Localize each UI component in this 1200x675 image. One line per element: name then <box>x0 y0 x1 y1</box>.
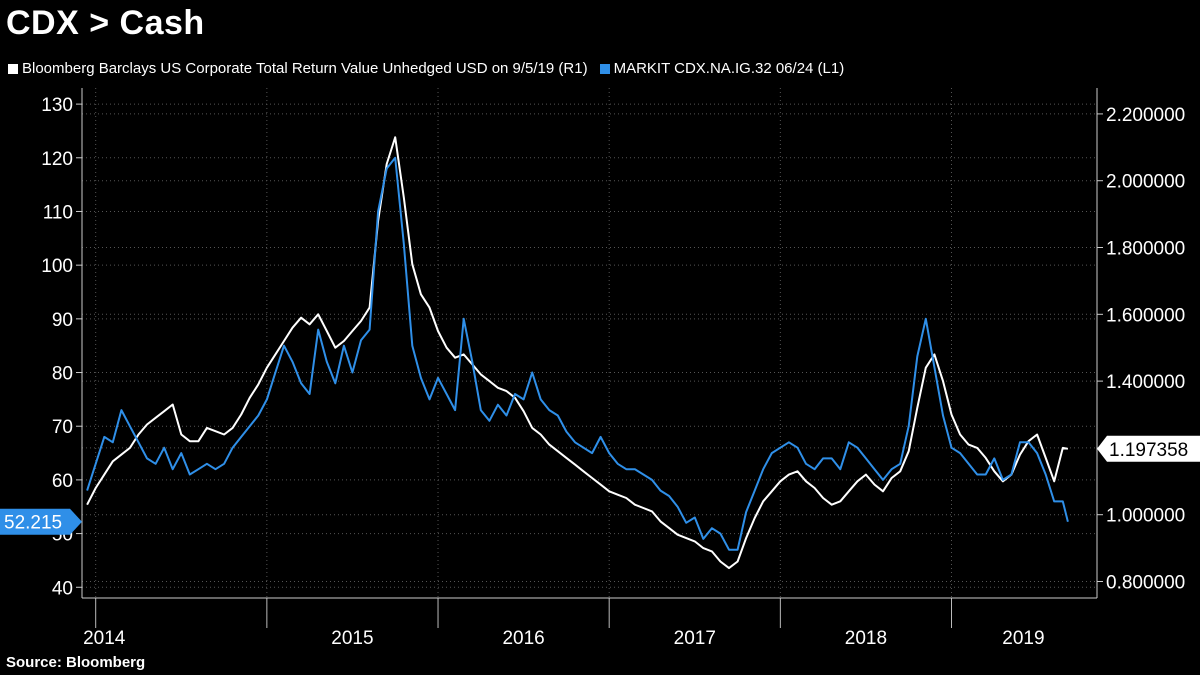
right-tick-label: 1.800000 <box>1106 239 1185 260</box>
right-tick-label: 2.000000 <box>1106 172 1185 193</box>
x-tick-label: 2014 <box>83 628 126 649</box>
left-tick-label: 120 <box>41 149 73 170</box>
left-tick-label: 110 <box>43 202 73 223</box>
right-tick-label: 1.000000 <box>1106 506 1185 527</box>
last-value-tag-bloomberg <box>1097 435 1200 462</box>
legend: Bloomberg Barclays US Corporate Total Re… <box>8 60 856 77</box>
left-tick-label: 70 <box>52 417 73 438</box>
legend-label-bloomberg: Bloomberg Barclays US Corporate Total Re… <box>22 60 588 77</box>
last-value-label-bloomberg: 1.197358 <box>1109 440 1188 461</box>
series-line-bloomberg <box>86 136 1069 570</box>
source-note: Source: Bloomberg <box>6 654 146 671</box>
left-tick-label: 80 <box>52 364 73 385</box>
legend-label-cdx: MARKIT CDX.NA.IG.32 06/24 (L1) <box>613 60 845 77</box>
x-tick-label: 2017 <box>674 628 716 649</box>
last-value-tag-cdx <box>0 508 82 535</box>
legend-swatch-blue <box>599 63 610 74</box>
right-tick-label: 1.400000 <box>1106 372 1185 393</box>
right-tick-label: 1.600000 <box>1106 305 1185 326</box>
legend-swatch-white <box>8 63 18 74</box>
series-line-cdx <box>86 156 1069 551</box>
right-tick-label: 2.200000 <box>1106 105 1185 126</box>
legend-item-bloomberg: Bloomberg Barclays US Corporate Total Re… <box>8 60 588 77</box>
left-tick-label: 60 <box>52 471 73 492</box>
left-tick-label: 100 <box>41 256 73 277</box>
last-value-label-cdx: 52.215 <box>4 513 62 534</box>
x-tick-label: 2019 <box>1002 628 1044 649</box>
x-tick-label: 2015 <box>331 628 373 649</box>
left-tick-label: 90 <box>52 310 73 331</box>
chart-title: CDX > Cash <box>6 4 205 42</box>
x-tick-label: 2018 <box>845 628 887 649</box>
x-tick-label: 2016 <box>502 628 544 649</box>
legend-item-cdx: MARKIT CDX.NA.IG.32 06/24 (L1) <box>599 60 845 77</box>
left-tick-label: 130 <box>41 95 73 116</box>
right-tick-label: 0.800000 <box>1106 573 1185 594</box>
left-tick-label: 40 <box>52 578 73 599</box>
